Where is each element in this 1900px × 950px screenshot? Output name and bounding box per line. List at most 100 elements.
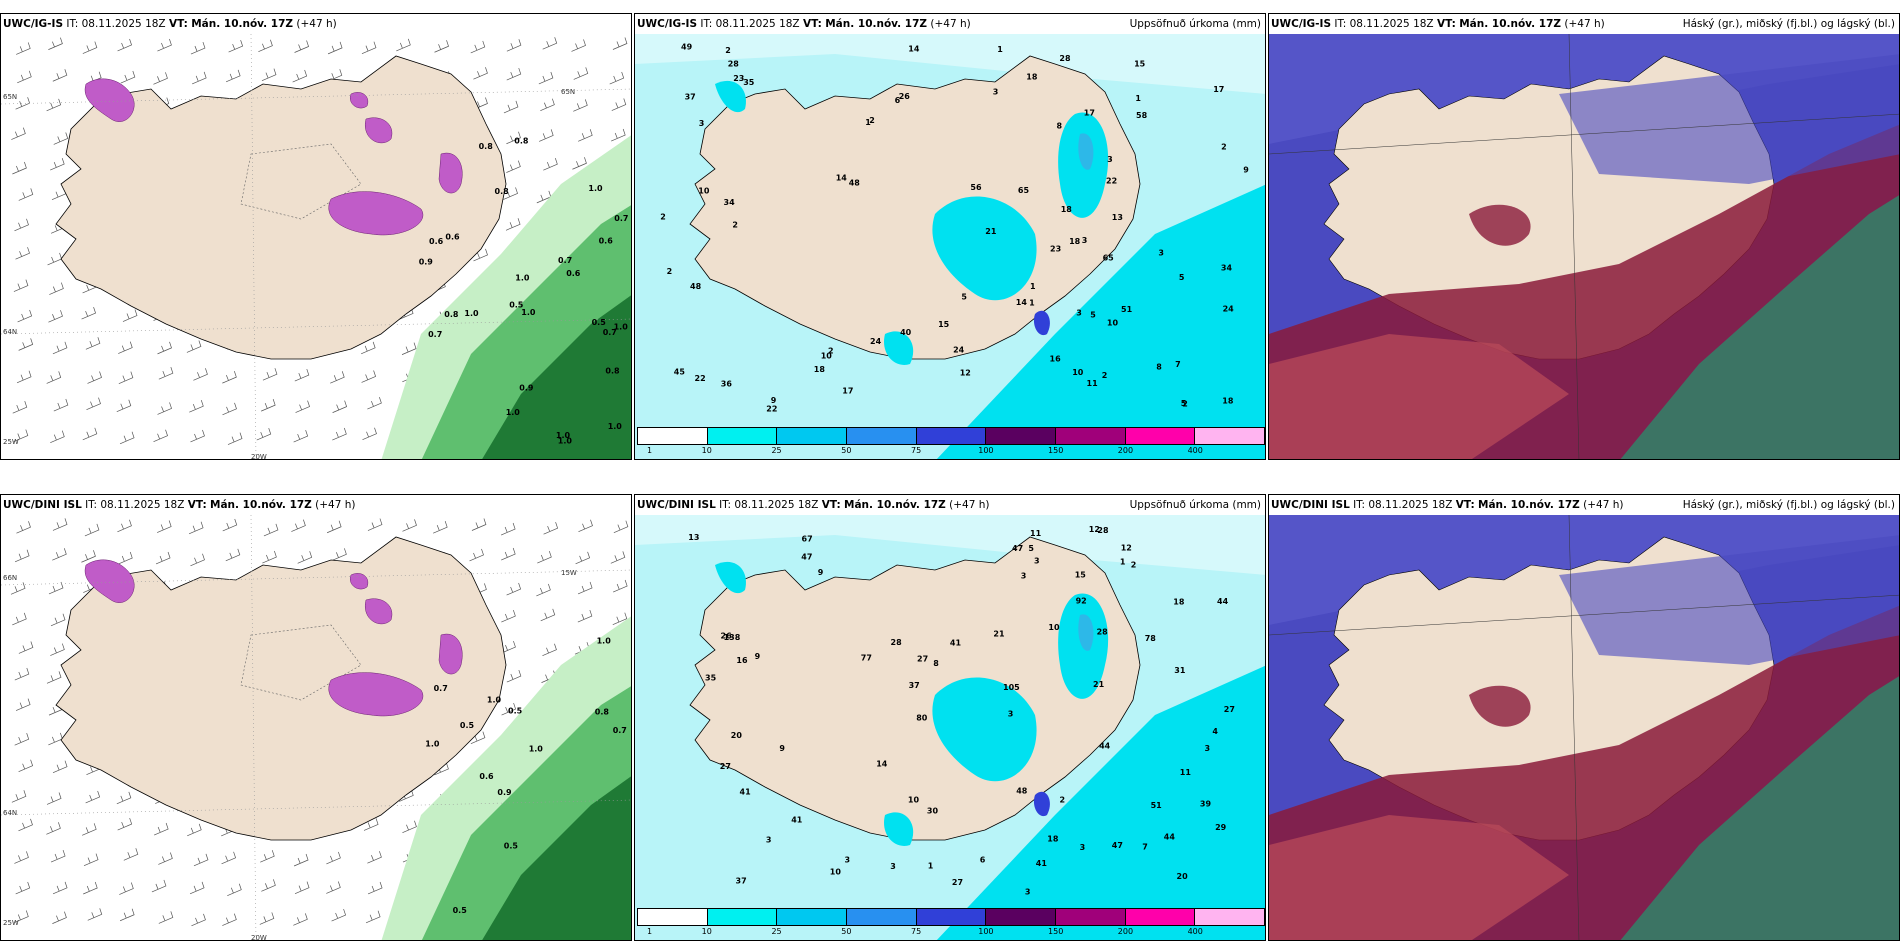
wind-barb: [151, 879, 167, 893]
value-label: 20: [1177, 872, 1189, 881]
snow-area: [349, 92, 369, 109]
value-label: 15: [938, 320, 950, 329]
value-label: 0.8: [514, 136, 529, 145]
axis-label: 25W: [3, 919, 19, 927]
wind-barb: [330, 371, 345, 384]
vt-label: VT:: [187, 499, 207, 511]
value-label: 3: [1107, 155, 1113, 164]
init-time: 08.11.2025 18Z: [100, 499, 185, 511]
wind-barb: [297, 551, 313, 564]
value-label: 1.0: [608, 422, 623, 431]
value-label: 0.6: [429, 237, 444, 246]
wind-barb: [13, 429, 29, 442]
panel-header: UWC/DINI ISL IT: 08.11.2025 18Z VT: Mán.…: [1269, 495, 1899, 515]
wind-barb: [543, 158, 558, 171]
vt-label: VT:: [821, 499, 841, 511]
value-label: 5: [961, 293, 967, 302]
land-iceland: [689, 536, 1141, 841]
wind-barb: [50, 430, 65, 443]
wind-barb: [222, 913, 237, 926]
panel-title: UWC/IG-IS IT: 08.11.2025 18Z VT: Mán. 10…: [637, 14, 971, 34]
value-label: 10: [1048, 623, 1060, 632]
wind-barb: [48, 581, 64, 595]
value-label: 9: [818, 568, 824, 577]
axis-label: 64N: [3, 328, 17, 336]
colorbar-swatch: [1195, 428, 1265, 444]
value-label: 16: [736, 656, 748, 665]
colorbar-tick: 25: [771, 927, 782, 936]
wind-barb: [82, 427, 98, 441]
value-label: 9: [1243, 166, 1249, 175]
wind-barb: [294, 881, 310, 894]
wind-barb: [190, 41, 206, 55]
snow-area: [364, 598, 393, 625]
wind-barb: [293, 429, 309, 443]
wind-barb: [367, 396, 382, 410]
value-label: 0.7: [558, 256, 572, 265]
wind-barb: [225, 548, 241, 562]
wind-barb: [46, 98, 62, 112]
field-title: Uppsöfnuð úrkoma (mm): [1129, 18, 1261, 30]
value-label: 1: [1120, 558, 1126, 567]
vt-label: VT:: [802, 18, 822, 30]
value-label: 21: [1093, 680, 1105, 689]
it-label: IT:: [700, 18, 713, 30]
wind-barb: [81, 550, 96, 563]
wind-barb: [578, 519, 593, 533]
wind-barb: [118, 551, 133, 565]
wind-barb: [260, 850, 275, 863]
wind-barb: [222, 402, 237, 416]
value-label: 18: [814, 365, 826, 374]
panel-header: UWC/DINI ISL IT: 08.11.2025 18Z VT: Mán.…: [1, 495, 631, 515]
value-label: 45: [674, 367, 686, 376]
wind-barb: [361, 341, 376, 355]
cloud-high-layer: [1620, 195, 1899, 459]
colorbar-tick: 100: [978, 927, 994, 936]
value-label: 41: [791, 816, 803, 825]
land-iceland: [689, 55, 1141, 360]
wind-barb: [294, 40, 309, 53]
wind-barb: [506, 39, 522, 52]
wind-barb: [501, 547, 516, 561]
map-area: 66N 64N 25W 20W 15W 0.7 0.9 1.0 0.8 1.0 0.5 0.5 1.0 0…: [1, 515, 631, 941]
value-label: 1.0: [597, 636, 612, 645]
wind-barb: [15, 881, 31, 895]
colorbar-swatch: [986, 909, 1057, 925]
colorbar-tick: 400: [1187, 446, 1203, 455]
value-label: 23: [733, 74, 744, 83]
value-label: 10: [698, 187, 710, 196]
precip-field: [932, 196, 1037, 301]
wind-barb: [225, 69, 241, 83]
model-name: UWC/IG-IS: [3, 18, 64, 30]
wind-barb: [332, 400, 348, 413]
wind-barb: [46, 792, 62, 805]
wind-barb: [53, 132, 69, 145]
wind-barb: [158, 911, 174, 924]
model-name: UWC/IG-IS: [637, 18, 698, 30]
axis-label: 20W: [251, 934, 267, 941]
value-label: 1.0: [521, 308, 536, 317]
wind-barb: [18, 188, 34, 201]
colorbar-swatch: [1125, 428, 1196, 444]
map-area: 3 3 3 3 3 3 3 3 37 39 11 9 6 10 9 48 27 18 80 105 15 14 11 28 21…: [635, 515, 1265, 940]
value-label: 80: [916, 714, 928, 723]
it-label: IT:: [1353, 499, 1366, 511]
value-label: 77: [861, 654, 872, 663]
it-label: IT:: [85, 499, 98, 511]
snow-area: [349, 573, 369, 590]
map-canvas: [1269, 515, 1899, 940]
value-label: 3: [1025, 888, 1031, 897]
value-label: 0.8: [605, 366, 620, 375]
snow-area: [364, 117, 393, 144]
wind-barb: [363, 818, 379, 831]
wind-barb: [326, 520, 342, 534]
value-label: 18: [1069, 237, 1081, 246]
it-label: IT:: [66, 18, 79, 30]
value-label: 3: [1021, 572, 1027, 581]
panel-header: UWC/DINI ISL IT: 08.11.2025 18Z VT: Mán.…: [635, 495, 1265, 515]
value-label: 0.5: [460, 721, 475, 730]
value-label: 1.0: [614, 323, 629, 332]
value-label: 1.0: [464, 309, 479, 318]
value-label: 8: [933, 659, 939, 668]
colorbar-tick: 10: [701, 446, 712, 455]
